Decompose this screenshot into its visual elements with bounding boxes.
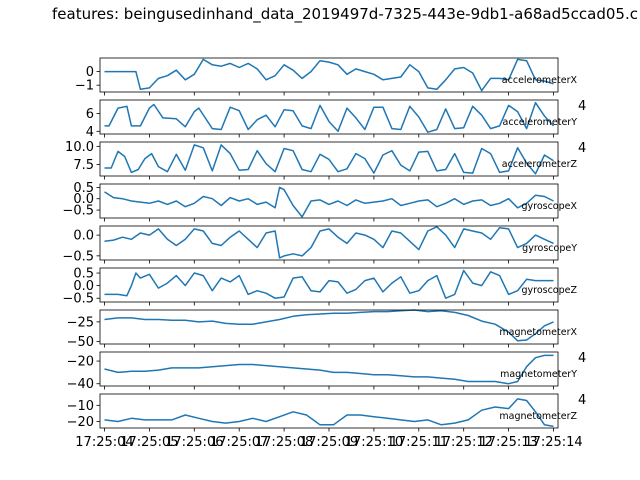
legend-label-gyroscopeZ: gyroscopeZ: [521, 285, 577, 296]
ytick-label-accelerometerY: 4: [86, 125, 94, 140]
legend-label-magnetometerY: magnetometerY: [500, 369, 577, 380]
legend-label-accelerometerZ: accelerometerZ: [502, 159, 578, 170]
xtick-label: 17:25:13: [479, 435, 537, 450]
overlap-tick-label-magnetometerY: 4: [578, 351, 586, 366]
ytick-label-gyroscopeX: 0.5: [73, 181, 94, 196]
figure-title: features: beingusedinhand_data_2019497d-…: [52, 5, 638, 23]
legend-label-magnetometerZ: magnetometerZ: [499, 411, 577, 422]
xtick-label: 17:25:10: [345, 435, 403, 450]
xtick-label: 17:25:14: [524, 435, 582, 450]
series-line-magnetometerY: [104, 354, 554, 385]
xtick-label: 17:25:05: [120, 435, 178, 450]
axes-frame-gyroscopeY: [99, 225, 559, 261]
overlap-tick-label-accelerometerY: 4: [578, 99, 586, 114]
ytick-label-magnetometerX: −25: [67, 315, 94, 330]
axes-frame-accelerometerY: [99, 99, 559, 135]
series-line-gyroscopeZ: [104, 269, 554, 299]
series-line-gyroscopeY: [104, 226, 554, 259]
ytick-label-magnetometerX: −50: [67, 335, 94, 350]
ytick-label-magnetometerZ: −10: [67, 399, 94, 414]
ytick-label-accelerometerZ: 10.0: [65, 140, 94, 155]
ytick-label-magnetometerZ: −20: [67, 415, 94, 430]
xtick-label: 17:25:06: [165, 435, 223, 450]
ytick-label-accelerometerX: −1: [75, 79, 94, 94]
ytick-label-accelerometerY: 6: [86, 107, 94, 122]
ytick-label-magnetometerY: −20: [67, 355, 94, 370]
legend-label-gyroscopeX: gyroscopeX: [521, 201, 577, 212]
legend-label-gyroscopeY: gyroscopeY: [522, 243, 577, 254]
series-line-magnetometerX: [104, 309, 554, 342]
axes-frame-magnetometerX: [99, 309, 559, 345]
xtick-label: 17:25:08: [255, 435, 313, 450]
ytick-label-gyroscopeY: −0.5: [62, 249, 94, 264]
axes-frame-magnetometerZ: [99, 393, 559, 429]
xtick-label: 17:25:11: [390, 435, 448, 450]
ytick-label-gyroscopeY: 0.0: [73, 229, 94, 244]
ytick-label-magnetometerY: −40: [67, 377, 94, 392]
ytick-label-gyroscopeX: −0.5: [62, 204, 94, 219]
ytick-label-accelerometerX: 0: [86, 65, 94, 80]
ytick-label-gyroscopeX: 0.0: [73, 192, 94, 207]
axes-frame-gyroscopeX: [99, 183, 559, 219]
ytick-label-gyroscopeZ: −0.5: [62, 292, 94, 307]
series-line-accelerometerY: [104, 101, 555, 133]
overlap-tick-label-magnetometerZ: 4: [578, 393, 586, 408]
series-line-gyroscopeX: [104, 186, 554, 218]
series-line-magnetometerZ: [104, 398, 554, 428]
ytick-label-accelerometerZ: 7.5: [73, 158, 94, 173]
legend-label-accelerometerX: accelerometerX: [502, 75, 578, 86]
xtick-label: 17:25:09: [300, 435, 358, 450]
xtick-label: 17:25:04: [75, 435, 133, 450]
series-line-accelerometerZ: [104, 144, 554, 175]
legend-label-magnetometerX: magnetometerX: [499, 327, 577, 338]
ytick-label-gyroscopeZ: 0.5: [73, 267, 94, 282]
xtick-label: 17:25:07: [210, 435, 268, 450]
overlap-tick-label-accelerometerZ: 4: [578, 141, 586, 156]
legend-label-accelerometerY: accelerometerY: [503, 117, 578, 128]
series-line-accelerometerX: [104, 58, 554, 92]
xtick-label: 17:25:12: [435, 435, 493, 450]
ytick-label-gyroscopeZ: 0.0: [73, 279, 94, 294]
